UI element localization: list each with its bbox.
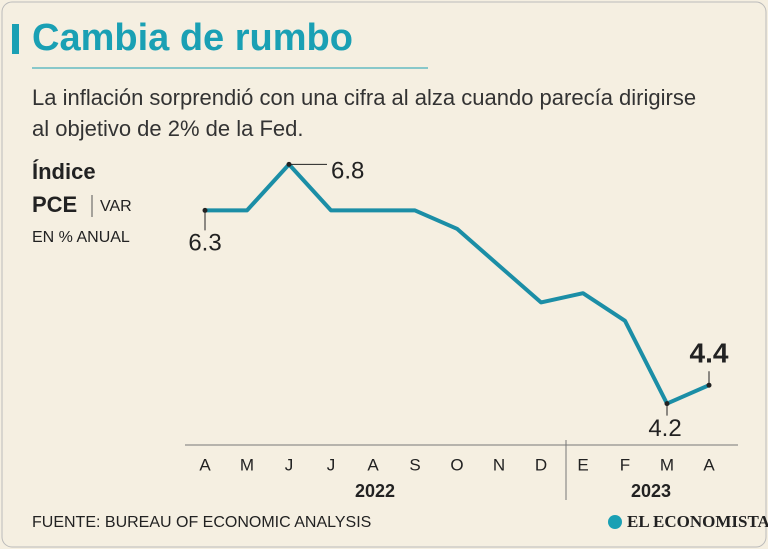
year-label: 2022	[355, 481, 395, 501]
x-tick-label: A	[199, 455, 211, 474]
x-tick-label: A	[703, 455, 715, 474]
value-label: 6.8	[331, 158, 364, 185]
x-tick-label: F	[620, 455, 630, 474]
x-tick-label: E	[577, 455, 588, 474]
year-label: 2023	[631, 481, 671, 501]
value-label: 6.3	[188, 230, 221, 257]
title-marker	[12, 24, 19, 54]
x-tick-label: J	[327, 455, 336, 474]
x-tick-label: S	[409, 455, 420, 474]
chart-title: Cambia de rumbo	[32, 17, 353, 59]
source: FUENTE: BUREAU OF ECONOMIC ANALYSIS	[32, 514, 371, 531]
value-label: 4.2	[648, 415, 681, 442]
y-label: PCE	[32, 192, 77, 217]
x-tick-label: M	[240, 455, 254, 474]
x-tick-label: A	[367, 455, 379, 474]
x-tick-label: J	[285, 455, 294, 474]
x-tick-label: M	[660, 455, 674, 474]
x-tick-label: N	[493, 455, 505, 474]
y-label: EN % ANUAL	[32, 229, 130, 246]
y-label: Índice	[32, 159, 96, 184]
value-label: 4.4	[690, 338, 729, 369]
brand: EL ECONOMISTA	[627, 512, 768, 531]
data-line	[205, 162, 710, 406]
x-tick-label: O	[450, 455, 463, 474]
brand-logo	[608, 515, 622, 529]
subtitle: La inflación sorprendió con una cifra al…	[32, 85, 697, 141]
y-label: VAR	[100, 198, 132, 215]
x-tick-label: D	[535, 455, 547, 474]
